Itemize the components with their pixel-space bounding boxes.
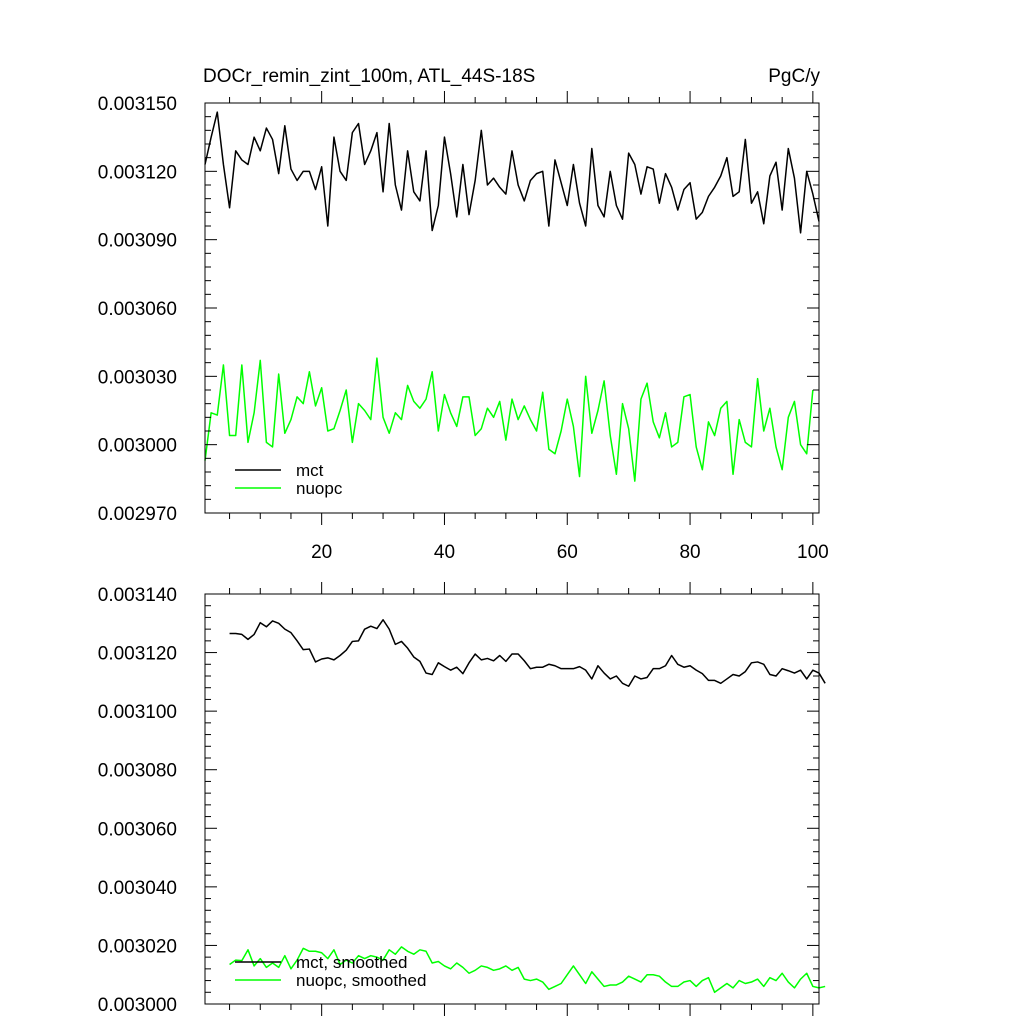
y-tick-label: 0.003030 [98,367,177,388]
series-line-mct [204,111,820,234]
x-tick-label: 40 [434,542,455,563]
y-tick-label: 0.003140 [98,585,177,606]
y-tick-label: 0.003120 [98,644,177,665]
series-line-mct-smoothed [229,619,826,687]
y-tick-label: 0.003060 [98,299,177,320]
chart-title: DOCr_remin_zint_100m, ATL_44S-18S [203,66,535,87]
legend-label: nuopc, smoothed [296,971,426,990]
y-tick-label: 0.003040 [98,878,177,899]
y-tick-label: 0.003020 [98,936,177,957]
y-tick-label: 0.003080 [98,761,177,782]
legend-label: mct [296,461,324,480]
units-label: PgC/y [768,66,820,87]
bottom-plot-frame [204,593,820,1005]
bottom-axes: 0.003000 0.003020 0.003040 0.003060 0.003080… [98,582,819,1016]
y-tick-label: 0.003060 [98,819,177,840]
bottom-panel: 0.003000 0.003020 0.003040 0.003060 0.003080… [98,582,826,1016]
y-tick-label: 0.003000 [98,436,177,457]
x-tick-label: 20 [311,542,332,563]
y-tick-label: 0.003150 [98,94,177,115]
top-panel: DOCr_remin_zint_100m, ATL_44S-18S PgC/y … [98,66,829,563]
y-tick-label: 0.003120 [98,162,177,183]
series-line-nuopc-smoothed [229,946,826,994]
x-tick-label: 60 [557,542,578,563]
y-tick-label: 0.003000 [98,995,177,1016]
y-tick-label: 0.002970 [98,504,177,525]
legend-label: mct, smoothed [296,953,408,972]
bottom-plot-area [229,619,826,994]
legend-label: nuopc [296,479,343,498]
y-tick-label: 0.003100 [98,702,177,723]
x-tick-label: 80 [679,542,700,563]
x-tick-label: 100 [797,542,829,563]
y-tick-label: 0.003090 [98,231,177,252]
top-axes: 0.002970 0.003000 0.003030 0.003060 0.003090… [98,91,829,563]
series-line-nuopc [204,357,814,482]
top-plot-area [204,111,820,482]
